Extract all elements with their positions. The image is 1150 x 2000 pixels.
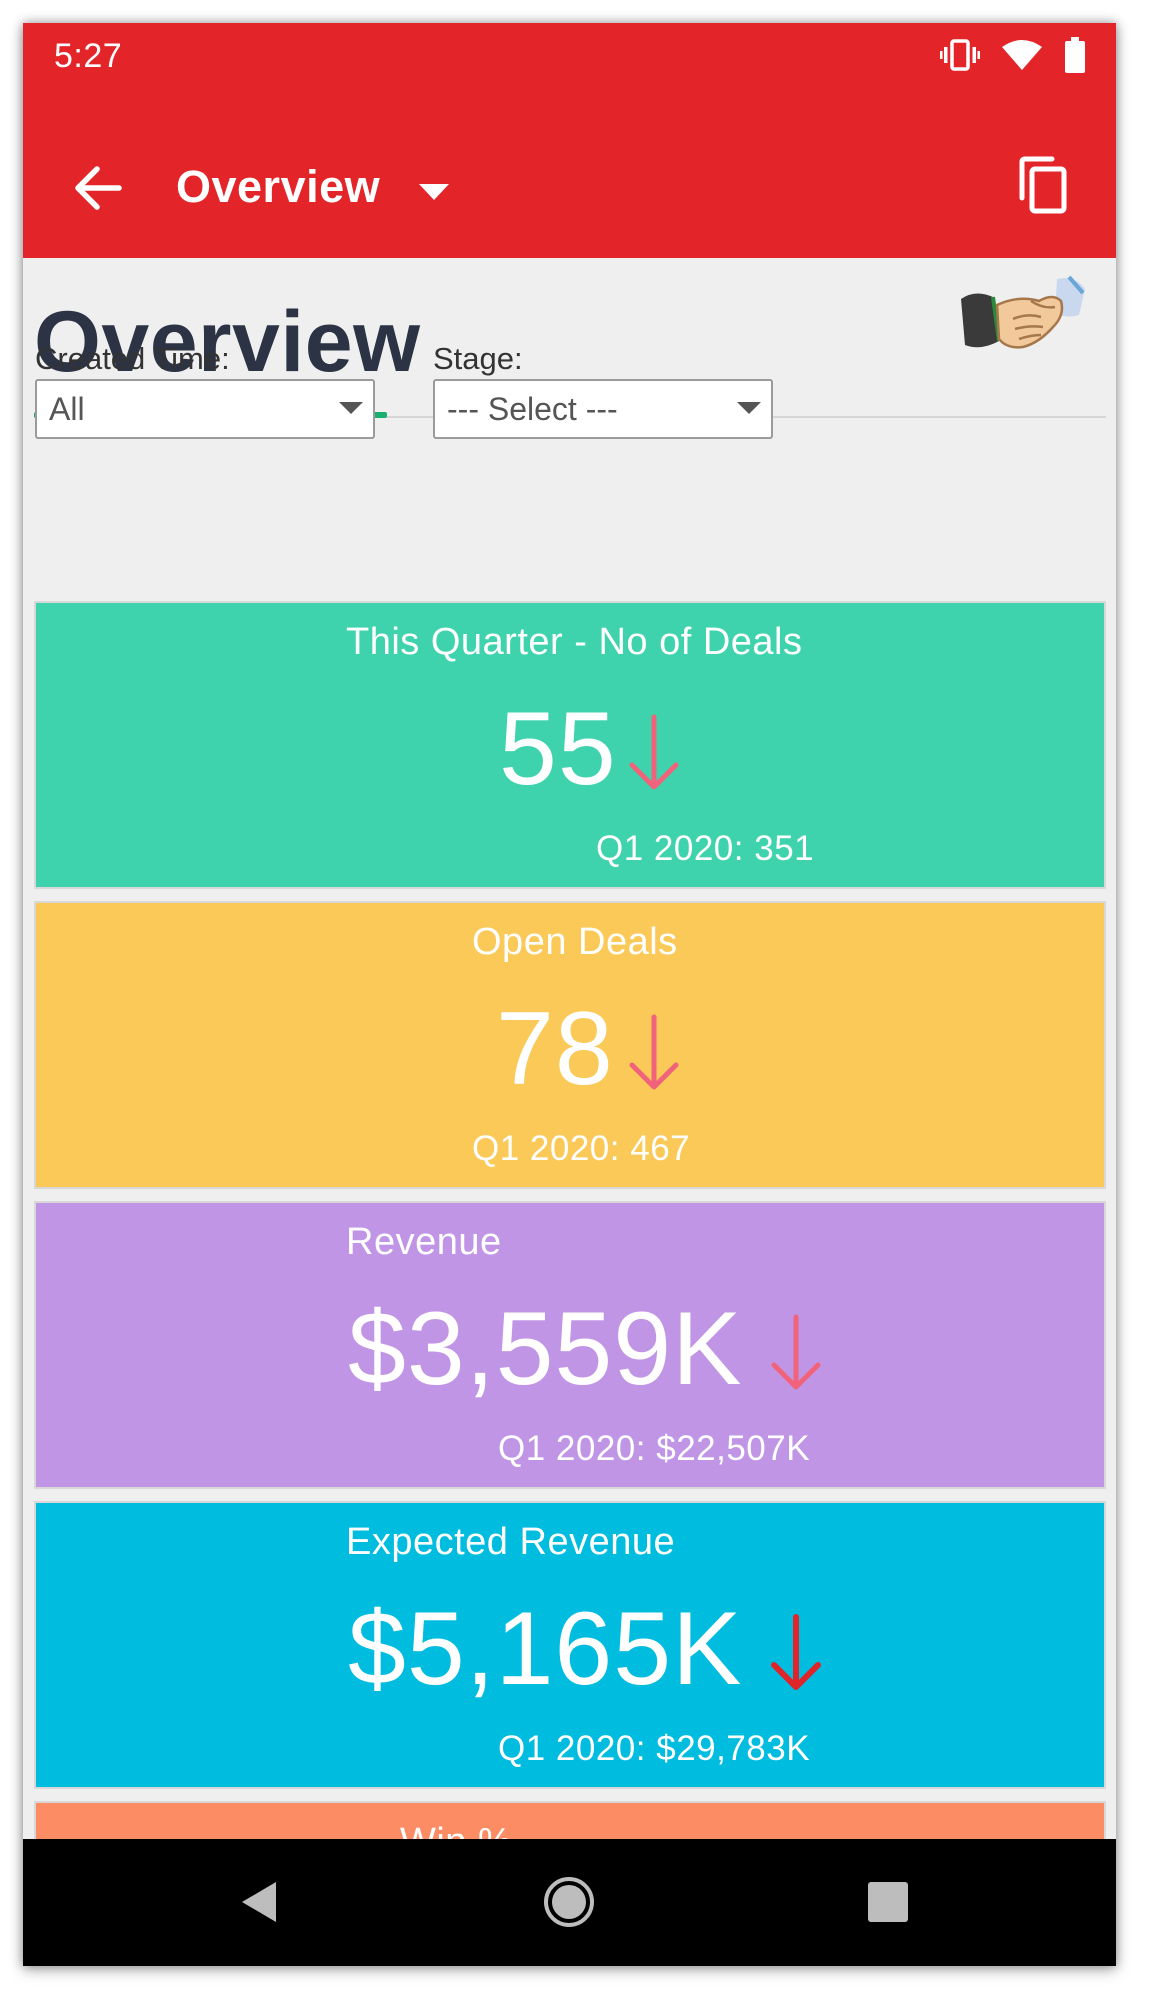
chevron-down-icon bbox=[339, 402, 363, 414]
card-title: Revenue bbox=[346, 1221, 502, 1263]
battery-icon bbox=[1064, 37, 1086, 78]
status-bar: 5:27 bbox=[23, 23, 1116, 89]
dropdown-triangle-icon bbox=[419, 183, 449, 205]
vibrate-icon bbox=[940, 38, 980, 77]
app-bar: Overview bbox=[23, 89, 1116, 258]
kpi-card-revenue[interactable]: Revenue $3,559K Q1 2020: $22,507K bbox=[34, 1201, 1106, 1489]
copy-button[interactable] bbox=[1004, 149, 1080, 225]
page-title: Overview bbox=[34, 294, 421, 390]
card-title: This Quarter - No of Deals bbox=[346, 621, 803, 663]
wifi-icon bbox=[1002, 39, 1042, 76]
view-dropdown-button[interactable] bbox=[410, 176, 458, 212]
back-arrow-icon bbox=[73, 165, 123, 216]
trend-down-arrow-icon bbox=[626, 713, 682, 793]
card-value: $5,165K bbox=[348, 1591, 743, 1707]
app-bar-title[interactable]: Overview bbox=[176, 161, 381, 212]
stage-select[interactable]: --- Select --- bbox=[433, 379, 773, 439]
handshake-icon bbox=[957, 271, 1089, 371]
nav-recents-button[interactable] bbox=[853, 1869, 923, 1939]
status-time: 5:27 bbox=[54, 37, 123, 75]
card-comparison: Q1 2020: 351 bbox=[596, 829, 815, 868]
recents-square-icon bbox=[867, 1881, 909, 1928]
card-comparison: Q1 2020: $22,507K bbox=[498, 1429, 811, 1468]
status-icons bbox=[940, 37, 1086, 78]
device-screen: 5:27 bbox=[23, 23, 1116, 1966]
card-title: Open Deals bbox=[472, 921, 678, 963]
trend-down-arrow-icon bbox=[768, 1313, 824, 1393]
trend-down-arrow-icon bbox=[626, 1013, 682, 1093]
nav-home-button[interactable] bbox=[534, 1869, 604, 1939]
back-button[interactable] bbox=[63, 155, 133, 225]
stage-label: Stage: bbox=[433, 341, 523, 376]
chevron-down-icon bbox=[737, 402, 761, 414]
created-time-select[interactable]: All bbox=[35, 379, 375, 439]
card-value: 78 bbox=[496, 991, 614, 1107]
card-title: Expected Revenue bbox=[346, 1521, 676, 1563]
stage-value: --- Select --- bbox=[447, 390, 618, 427]
trend-down-arrow-icon bbox=[768, 1613, 824, 1693]
card-comparison: Q1 2020: $29,783K bbox=[498, 1729, 811, 1768]
copy-icon bbox=[1016, 156, 1068, 219]
kpi-card-expected-revenue[interactable]: Expected Revenue $5,165K Q1 2020: $29,78… bbox=[34, 1501, 1106, 1789]
created-time-value: All bbox=[49, 390, 85, 427]
back-triangle-icon bbox=[238, 1880, 278, 1929]
kpi-card-deals-this-quarter[interactable]: This Quarter - No of Deals 55 Q1 2020: 3… bbox=[34, 601, 1106, 889]
kpi-card-open-deals[interactable]: Open Deals 78 Q1 2020: 467 bbox=[34, 901, 1106, 1189]
card-comparison: Q1 2020: 467 bbox=[472, 1129, 691, 1168]
nav-back-button[interactable] bbox=[223, 1869, 293, 1939]
system-nav-bar bbox=[23, 1839, 1116, 1966]
card-value: $3,559K bbox=[348, 1291, 743, 1407]
card-value: 55 bbox=[499, 691, 617, 807]
home-circle-icon bbox=[543, 1876, 595, 1933]
created-time-label: Created Time: bbox=[35, 341, 230, 376]
